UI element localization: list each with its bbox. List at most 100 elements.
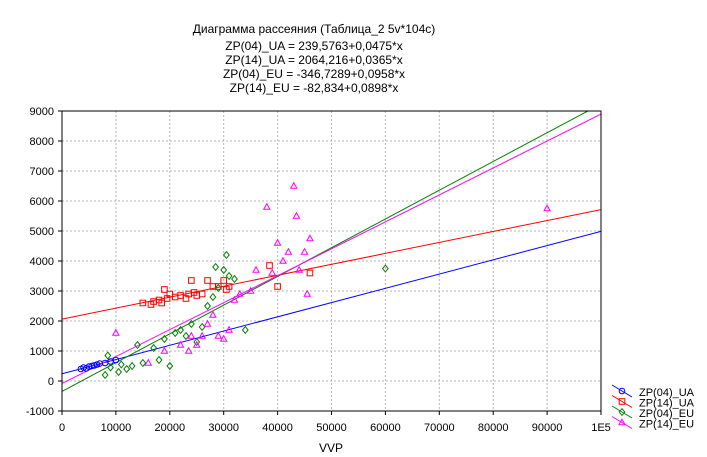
point-series-4 <box>279 256 287 264</box>
y-tick-label: 4000 <box>30 256 54 268</box>
y-tick-label: 8000 <box>30 136 54 148</box>
x-tick-label: 0 <box>59 422 65 434</box>
legend-label-3: ZP(04)_EU <box>639 408 694 420</box>
point-series-3 <box>166 361 174 371</box>
y-tick-label: -1000 <box>26 406 54 418</box>
legend-marker-2 <box>618 398 626 405</box>
point-series-4 <box>225 325 234 333</box>
point-series-4 <box>192 340 201 348</box>
point-series-3 <box>150 343 158 353</box>
x-tick-label: 50000 <box>316 422 347 434</box>
y-tick-label: 3000 <box>30 286 54 298</box>
x-tick-label: 70000 <box>424 422 455 434</box>
point-series-4 <box>219 334 228 342</box>
fit-line-3 <box>62 111 589 392</box>
data-points <box>77 181 552 380</box>
point-series-3 <box>193 337 201 347</box>
point-series-3 <box>222 250 230 260</box>
point-series-4 <box>303 289 312 297</box>
point-series-2 <box>161 286 168 293</box>
point-series-4 <box>262 202 271 210</box>
x-tick-label: 30000 <box>208 422 239 434</box>
legend-line-3 <box>611 405 633 419</box>
point-series-3 <box>155 355 163 365</box>
point-series-3 <box>171 328 179 338</box>
y-tick-label: 2000 <box>30 316 54 328</box>
point-series-2 <box>274 283 281 290</box>
grid-lines <box>62 111 601 411</box>
point-series-4 <box>289 181 298 189</box>
point-series-3 <box>115 367 123 377</box>
y-tick-label: 7000 <box>30 166 54 178</box>
point-series-3 <box>209 292 217 302</box>
point-series-2 <box>220 277 227 284</box>
y-tick-label: 9000 <box>30 106 54 118</box>
point-series-3 <box>381 264 389 273</box>
point-series-4 <box>176 340 185 348</box>
point-series-2 <box>215 283 222 290</box>
point-series-4 <box>295 265 304 273</box>
point-series-4 <box>268 268 277 276</box>
legend-marker-3 <box>618 407 626 417</box>
legend-marker-1 <box>618 387 626 395</box>
x-tick-label: 40000 <box>262 422 293 434</box>
point-series-4 <box>305 234 314 242</box>
point-series-3 <box>117 360 125 369</box>
point-series-3 <box>225 271 233 281</box>
fit-line-2 <box>62 209 601 320</box>
y-axis-ticks: -1000 0 1000 2000 3000 4000 5000 6000 7000 8000 90… <box>26 106 62 418</box>
equation-2: ZP(14)_UA = 2064,216+0,0365*x <box>225 53 402 67</box>
x-tick-label: 80000 <box>478 422 509 434</box>
point-series-3 <box>101 370 109 380</box>
point-series-1 <box>112 356 120 364</box>
fit-line-1 <box>62 230 601 375</box>
x-axis-label: VVP <box>319 441 343 455</box>
point-series-4 <box>187 331 196 339</box>
point-series-4 <box>292 211 301 219</box>
point-series-3 <box>214 283 222 293</box>
point-series-4 <box>246 286 255 294</box>
fit-line-4 <box>62 113 601 384</box>
point-series-4 <box>273 238 282 246</box>
point-series-3 <box>198 322 206 332</box>
point-series-3 <box>241 325 249 335</box>
point-series-3 <box>104 351 112 360</box>
point-series-4 <box>184 346 193 354</box>
point-series-2 <box>158 299 166 307</box>
point-series-3 <box>139 358 147 368</box>
y-tick-label: 6000 <box>30 196 54 208</box>
legend-line-1 <box>611 384 633 398</box>
point-series-4 <box>111 328 120 336</box>
point-series-3 <box>212 262 220 272</box>
point-series-3 <box>107 363 114 372</box>
point-series-3 <box>177 325 185 335</box>
point-series-4 <box>284 247 293 255</box>
regression-lines <box>62 111 601 392</box>
x-tick-label: 20000 <box>155 422 186 434</box>
point-series-4 <box>252 265 260 273</box>
point-series-3 <box>231 274 238 284</box>
point-series-4 <box>198 331 207 339</box>
x-tick-label: 1E5 <box>591 422 611 434</box>
point-series-3 <box>128 361 136 371</box>
point-series-2 <box>139 299 147 307</box>
x-tick-label: 90000 <box>532 422 563 434</box>
point-series-3 <box>123 364 131 374</box>
point-series-2 <box>188 277 195 284</box>
point-series-3 <box>160 334 168 344</box>
point-series-3 <box>134 340 141 350</box>
legend-label-1: ZP(04)_UA <box>639 387 695 399</box>
point-series-2 <box>306 269 314 277</box>
y-tick-label: 0 <box>48 376 54 388</box>
point-series-2 <box>225 283 233 290</box>
legend-line-2 <box>611 395 633 408</box>
x-tick-label: 60000 <box>370 422 401 434</box>
point-series-4 <box>235 289 244 297</box>
legend-label-2: ZP(14)_UA <box>639 398 695 410</box>
y-tick-label: 1000 <box>30 346 54 358</box>
point-series-2 <box>171 293 179 301</box>
point-series-2 <box>198 290 206 298</box>
legend-label-4: ZP(14)_EU <box>639 419 694 431</box>
